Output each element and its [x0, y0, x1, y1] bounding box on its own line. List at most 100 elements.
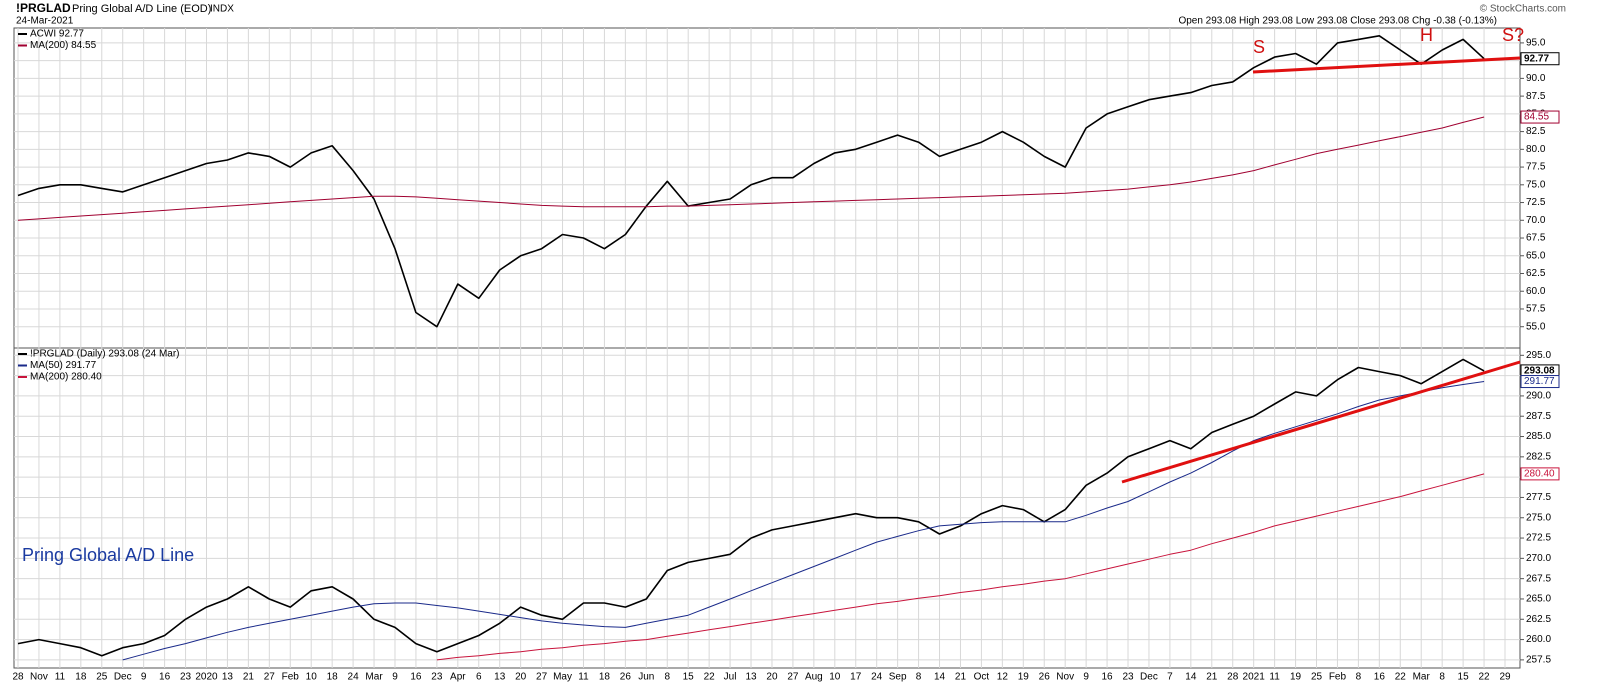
x-tick-label: 14 [934, 672, 946, 683]
y-tick-label: 80.0 [1526, 144, 1546, 155]
y-tick-label: 290.0 [1526, 391, 1551, 402]
x-tick-label: 16 [159, 672, 171, 683]
x-tick-label: 10 [306, 672, 318, 683]
series-line [17, 35, 1485, 328]
legend-label: ACWI 92.77 [30, 29, 84, 40]
y-tick-label: 60.0 [1526, 286, 1546, 297]
x-tick-label: Jul [724, 672, 737, 683]
x-tick-label: 10 [829, 672, 841, 683]
x-tick-label: Feb [1329, 672, 1347, 683]
value-tag: 92.77 [1524, 53, 1549, 64]
x-tick-label: Nov [30, 672, 48, 683]
x-tick-label: 22 [1478, 672, 1490, 683]
y-tick-label: 67.5 [1526, 233, 1546, 244]
x-tick-label: Sep [889, 672, 907, 683]
x-tick-label: 8 [1356, 672, 1362, 683]
x-tick-label: 18 [599, 672, 611, 683]
x-tick-label: Apr [450, 672, 466, 683]
legend-label: MA(200) 280.40 [30, 372, 102, 383]
annotation: Pring Global A/D Line [22, 545, 194, 565]
x-tick-label: 23 [1122, 672, 1134, 683]
x-tick-label: Mar [365, 672, 383, 683]
x-tick-label: 22 [1395, 672, 1407, 683]
x-tick-label: 11 [578, 672, 589, 683]
x-tick-label: Nov [1056, 672, 1074, 683]
x-tick-label: 9 [141, 672, 147, 683]
x-tick-label: Feb [282, 672, 300, 683]
credit: © StockCharts.com [1480, 4, 1566, 15]
x-tick-label: 26 [620, 672, 632, 683]
series-line [436, 473, 1485, 661]
x-tick-label: 2021 [1243, 672, 1266, 683]
value-tag-box [1520, 467, 1560, 481]
series-line [17, 358, 1485, 657]
trendline [1121, 360, 1521, 484]
x-tick-label: 15 [683, 672, 695, 683]
y-tick-label: 57.5 [1526, 304, 1546, 315]
y-tick-label: 257.5 [1526, 655, 1551, 666]
value-tag-box [1520, 52, 1560, 66]
x-tick-label: 28 [12, 672, 24, 683]
x-tick-label: 21 [1206, 672, 1218, 683]
annotation: S? [1502, 25, 1524, 45]
y-tick-label: 72.5 [1526, 197, 1546, 208]
x-tick-label: 11 [55, 672, 66, 683]
y-tick-label: 260.0 [1526, 634, 1551, 645]
x-tick-label: Oct [974, 672, 990, 683]
x-tick-label: 26 [1039, 672, 1051, 683]
x-tick-label: 21 [243, 672, 255, 683]
y-tick-label: 82.5 [1526, 126, 1546, 137]
y-tick-label: 62.5 [1526, 268, 1546, 279]
x-tick-label: May [553, 672, 572, 683]
y-tick-label: 270.0 [1526, 553, 1551, 564]
y-tick-label: 272.5 [1526, 533, 1551, 544]
x-tick-label: 9 [1083, 672, 1089, 683]
bottom-panel-frame [13, 347, 1521, 669]
x-tick-label: 23 [431, 672, 443, 683]
y-tick-label: 70.0 [1526, 215, 1546, 226]
value-tag: 280.40 [1524, 469, 1555, 480]
legend-label: MA(50) 291.77 [30, 360, 97, 371]
x-tick-label: Mar [1413, 672, 1431, 683]
exchange: INDX [210, 4, 234, 15]
x-tick-label: 13 [494, 672, 506, 683]
symbol: !PRGLAD [16, 1, 71, 15]
x-tick-label: 13 [222, 672, 234, 683]
value-tag: 84.55 [1524, 112, 1549, 123]
x-tick-label: 13 [745, 672, 757, 683]
x-tick-label: 24 [871, 672, 883, 683]
x-tick-label: 17 [850, 672, 862, 683]
x-tick-label: 19 [1290, 672, 1302, 683]
x-tick-label: 20 [766, 672, 778, 683]
x-tick-label: 18 [327, 672, 339, 683]
value-tag-box [1520, 110, 1560, 124]
x-tick-label: 27 [536, 672, 548, 683]
y-tick-label: 285.0 [1526, 431, 1551, 442]
x-tick-label: 16 [410, 672, 422, 683]
x-tick-label: 23 [180, 672, 192, 683]
y-tick-label: 95.0 [1526, 38, 1546, 49]
x-tick-label: 19 [1018, 672, 1030, 683]
neckline [1252, 56, 1521, 74]
date: 24-Mar-2021 [16, 16, 74, 27]
y-tick-label: 87.5 [1526, 91, 1546, 102]
legend-label: !PRGLAD (Daily) 293.08 (24 Mar) [30, 349, 180, 360]
y-tick-label: 282.5 [1526, 451, 1551, 462]
x-tick-label: 16 [1102, 672, 1114, 683]
x-tick-label: 8 [664, 672, 670, 683]
y-tick-label: 65.0 [1526, 250, 1546, 261]
y-tick-label: 267.5 [1526, 573, 1551, 584]
y-tick-label: 295.0 [1526, 350, 1551, 361]
quote: Open 293.08 High 293.08 Low 293.08 Close… [1178, 16, 1497, 27]
x-tick-label: 12 [997, 672, 1009, 683]
legend-label: MA(200) 84.55 [30, 40, 97, 51]
chart-title: Pring Global A/D Line (EOD) [72, 3, 211, 15]
x-tick-label: 15 [1458, 672, 1470, 683]
y-tick-label: 265.0 [1526, 594, 1551, 605]
x-tick-label: 16 [1374, 672, 1386, 683]
x-tick-label: 22 [704, 672, 716, 683]
y-tick-label: 75.0 [1526, 179, 1546, 190]
x-tick-label: Dec [1140, 672, 1158, 683]
series-line [17, 116, 1485, 221]
